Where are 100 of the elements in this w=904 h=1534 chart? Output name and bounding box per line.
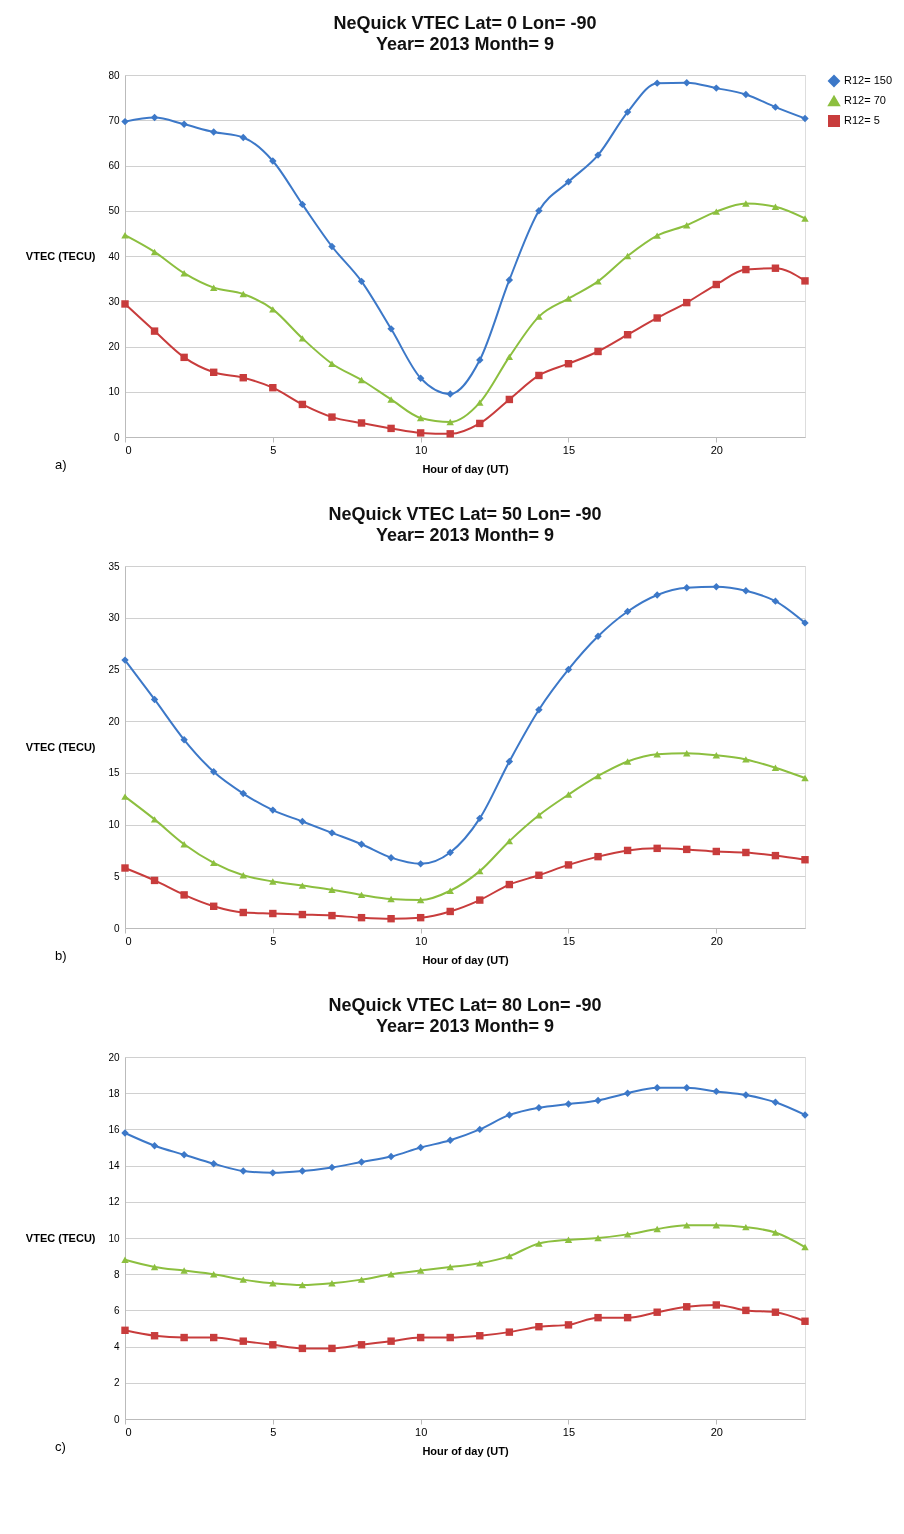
point bbox=[683, 78, 691, 87]
point bbox=[801, 215, 809, 222]
point bbox=[683, 1222, 691, 1229]
point bbox=[712, 208, 721, 215]
point bbox=[269, 878, 277, 885]
y-tick-label: 0 bbox=[113, 431, 120, 443]
point bbox=[121, 793, 129, 800]
x-tick-label: 15 bbox=[562, 443, 576, 456]
point bbox=[742, 848, 750, 857]
point bbox=[594, 278, 602, 285]
point bbox=[594, 1096, 602, 1105]
point bbox=[505, 353, 514, 361]
y-tick-label: 8 bbox=[113, 1268, 120, 1280]
chart-title: NeQuick VTEC Lat= 50 Lon= -90 bbox=[328, 504, 602, 524]
y-tick-label: 14 bbox=[108, 1160, 120, 1172]
y-tick-label: 15 bbox=[108, 767, 120, 779]
point bbox=[298, 200, 307, 209]
point bbox=[623, 108, 632, 116]
point bbox=[357, 376, 366, 384]
point bbox=[801, 1317, 809, 1325]
point bbox=[446, 430, 454, 438]
x-tick-label: 0 bbox=[125, 443, 132, 456]
x-tick-label: 10 bbox=[415, 934, 428, 947]
point bbox=[328, 911, 336, 920]
point bbox=[150, 113, 159, 122]
point bbox=[446, 1136, 454, 1144]
point bbox=[476, 814, 484, 823]
point bbox=[653, 1084, 661, 1092]
point bbox=[357, 840, 366, 848]
point bbox=[742, 200, 750, 207]
point bbox=[298, 882, 307, 889]
point bbox=[328, 242, 336, 251]
x-axis-title: Hour of day (UT) bbox=[422, 1444, 509, 1457]
x-tick-label: 0 bbox=[125, 934, 132, 947]
y-tick-label: 20 bbox=[108, 341, 120, 352]
chart-title: NeQuick VTEC Lat= 0 Lon= -90 bbox=[333, 13, 597, 33]
point bbox=[801, 856, 809, 864]
point bbox=[269, 909, 277, 918]
point bbox=[239, 1276, 247, 1283]
point bbox=[357, 891, 366, 899]
text: c) bbox=[55, 1439, 66, 1454]
point bbox=[564, 665, 573, 674]
point bbox=[535, 1103, 543, 1112]
point bbox=[180, 120, 188, 129]
point bbox=[564, 295, 573, 302]
point bbox=[328, 886, 336, 893]
point bbox=[505, 276, 514, 284]
point bbox=[712, 1301, 721, 1309]
point bbox=[771, 103, 780, 111]
y-tick-label: 30 bbox=[108, 295, 120, 307]
point bbox=[801, 774, 809, 782]
point bbox=[357, 1276, 366, 1283]
point bbox=[121, 300, 129, 308]
point bbox=[209, 1160, 218, 1168]
point bbox=[771, 764, 780, 771]
point bbox=[623, 607, 632, 616]
y-tick-label: 4 bbox=[113, 1341, 120, 1353]
point bbox=[594, 772, 602, 780]
x-tick-label: 10 bbox=[415, 1425, 428, 1438]
point bbox=[209, 859, 218, 867]
point bbox=[180, 1333, 188, 1342]
y-tick-label: 2 bbox=[113, 1377, 120, 1389]
point bbox=[771, 1229, 780, 1236]
point bbox=[328, 1163, 336, 1172]
x-tick-label: 20 bbox=[710, 934, 723, 947]
point bbox=[209, 128, 218, 136]
text: a) bbox=[55, 457, 67, 472]
point bbox=[564, 1321, 573, 1329]
chart-subtitle: Year= 2013 Month= 9 bbox=[375, 34, 555, 54]
point bbox=[446, 848, 454, 857]
point bbox=[209, 284, 218, 291]
x-axis-title: Hour of day (UT) bbox=[422, 953, 509, 966]
point bbox=[357, 277, 366, 286]
point bbox=[416, 1267, 425, 1274]
point bbox=[564, 861, 573, 869]
point bbox=[209, 768, 218, 776]
point bbox=[180, 891, 188, 899]
point bbox=[535, 706, 543, 714]
point bbox=[653, 232, 661, 239]
point bbox=[505, 1328, 514, 1336]
point bbox=[328, 413, 336, 421]
y-tick-label: 16 bbox=[108, 1123, 120, 1135]
point bbox=[742, 90, 750, 99]
point bbox=[594, 1313, 602, 1322]
text: b) bbox=[55, 948, 67, 963]
point bbox=[387, 1337, 395, 1345]
point bbox=[269, 383, 277, 392]
y-axis-title: VTEC (TECU) bbox=[25, 740, 96, 753]
point bbox=[180, 1267, 188, 1274]
point bbox=[505, 1111, 514, 1119]
point bbox=[416, 860, 425, 868]
point bbox=[150, 695, 159, 704]
x-tick-label: 15 bbox=[562, 934, 576, 947]
point bbox=[771, 1098, 780, 1106]
point bbox=[269, 306, 277, 313]
point bbox=[150, 1263, 159, 1271]
chart-title: NeQuick VTEC Lat= 80 Lon= -90 bbox=[328, 995, 602, 1015]
y-tick-label: 0 bbox=[113, 1413, 120, 1425]
point bbox=[416, 896, 425, 904]
x-tick-label: 15 bbox=[562, 1425, 576, 1438]
